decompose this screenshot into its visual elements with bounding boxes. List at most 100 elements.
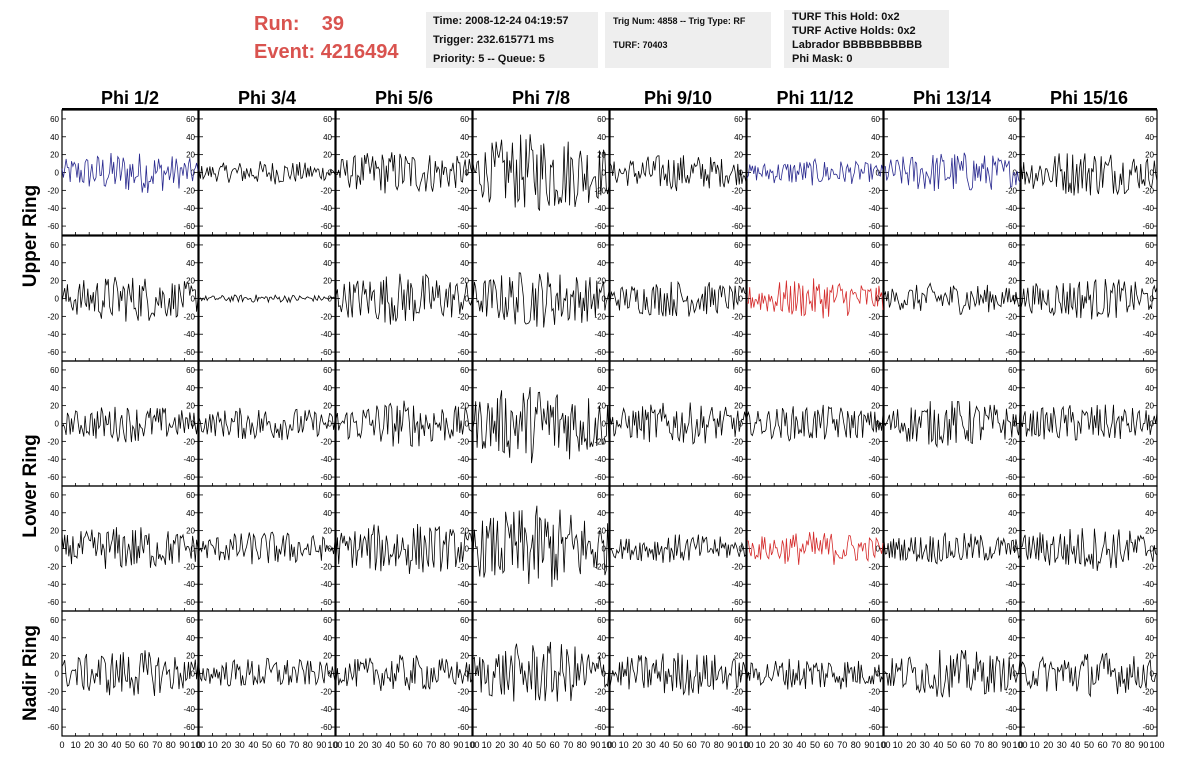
waveform-trace [883, 400, 1021, 449]
y-tick-label: -20 [457, 186, 469, 195]
y-tick-label: -20 [1005, 186, 1017, 195]
waveform-trace [609, 280, 747, 317]
waveform-panel: -60 -60 -40 -40 -20 -20 0 0 20 20 40 40 60 60 [47, 235, 199, 362]
y-tick-label: 20 [597, 527, 606, 536]
y-tick-label: 20 [1008, 277, 1017, 286]
y-tick-label: -20 [594, 437, 606, 446]
x-tick-label: 30 [646, 740, 656, 750]
x-tick-label: 40 [522, 740, 532, 750]
x-tick-label: 70 [152, 740, 162, 750]
waveform-trace [1020, 153, 1158, 196]
waveform-trace [198, 531, 336, 565]
y-tick-label: -60 [320, 222, 332, 231]
panel-frame [335, 109, 473, 236]
y-tick-label: -60 [868, 222, 880, 231]
y-tick-label: 60 [50, 241, 59, 250]
trigger-line: Trigger: 232.615771 ms [433, 34, 555, 46]
labrador-line: Labrador BBBBBBBBBB [792, 39, 923, 51]
y-tick-label: 20 [323, 277, 332, 286]
event-label: Event: [254, 41, 316, 63]
y-tick-label: -40 [457, 204, 469, 213]
waveform-panel: -60 -60 -40 -40 -20 -20 0 0 20 20 40 40 60 60 [47, 109, 199, 236]
y-tick-label: 0 [739, 295, 744, 304]
x-tick-label: 0 [196, 740, 201, 750]
y-tick-label: -60 [1142, 473, 1154, 482]
y-tick-label: 0 [1150, 670, 1155, 679]
x-tick-label: 60 [413, 740, 423, 750]
y-tick-label: -40 [1005, 580, 1017, 589]
y-tick-label: -60 [457, 723, 469, 732]
y-tick-label: 20 [323, 527, 332, 536]
y-tick-label: 20 [871, 277, 880, 286]
y-tick-label: 60 [323, 491, 332, 500]
y-tick-label: -40 [183, 455, 195, 464]
y-tick-label: -40 [320, 580, 332, 589]
x-tick-label: 90 [316, 740, 326, 750]
y-tick-label: -40 [47, 204, 59, 213]
y-tick-label: -60 [457, 473, 469, 482]
x-tick-label: 40 [248, 740, 258, 750]
y-tick-label: 60 [1145, 491, 1154, 500]
y-tick-label: 40 [597, 634, 606, 643]
x-tick-label: 30 [509, 740, 519, 750]
x-tick-label: 70 [426, 740, 436, 750]
x-tick-label: 100 [875, 740, 890, 750]
y-tick-label: 40 [1008, 133, 1017, 142]
x-tick-label: 70 [289, 740, 299, 750]
waveform-trace [883, 532, 1021, 565]
x-tick-label: 40 [111, 740, 121, 750]
x-tick-label: 50 [399, 740, 409, 750]
x-tick-label: 90 [1001, 740, 1011, 750]
x-tick-label: 20 [769, 740, 779, 750]
waveform-trace [746, 158, 884, 186]
y-tick-label: -60 [1142, 598, 1154, 607]
x-tick-label: 90 [864, 740, 874, 750]
y-tick-label: 60 [1008, 241, 1017, 250]
y-tick-label: -40 [320, 204, 332, 213]
y-tick-label: 40 [734, 384, 743, 393]
waveform-trace [746, 531, 884, 565]
y-tick-label: 40 [186, 384, 195, 393]
panel-frame [883, 610, 1021, 737]
y-tick-label: 40 [597, 259, 606, 268]
y-tick-label: 60 [734, 115, 743, 124]
y-tick-label: -20 [183, 437, 195, 446]
column-header: Phi 1/2 [101, 88, 159, 108]
y-tick-label: 40 [460, 634, 469, 643]
waveform-trace [335, 273, 473, 325]
y-tick-label: -60 [868, 598, 880, 607]
x-tick-label: 40 [796, 740, 806, 750]
panel-frame [335, 235, 473, 362]
y-tick-label: -20 [731, 687, 743, 696]
x-tick-label: 10 [619, 740, 629, 750]
y-tick-label: 0 [1013, 169, 1018, 178]
y-tick-label: -60 [868, 473, 880, 482]
x-tick-label: 90 [1138, 740, 1148, 750]
y-tick-label: -20 [320, 186, 332, 195]
panel-frame [746, 360, 884, 487]
y-tick-label: -20 [320, 312, 332, 321]
x-tick-label: 50 [810, 740, 820, 750]
y-tick-label: 60 [186, 616, 195, 625]
x-tick-label: 80 [577, 740, 587, 750]
waveform-trace [61, 152, 199, 194]
y-tick-label: -40 [457, 330, 469, 339]
column-header: Phi 11/12 [776, 88, 853, 108]
waveform-trace [1020, 652, 1158, 698]
y-tick-label: 20 [871, 151, 880, 160]
y-tick-label: -20 [868, 312, 880, 321]
y-tick-label: 40 [1145, 259, 1154, 268]
x-tick-label: 70 [974, 740, 984, 750]
y-tick-label: 20 [460, 277, 469, 286]
y-tick-label: -60 [1142, 348, 1154, 357]
y-tick-label: 0 [876, 545, 881, 554]
